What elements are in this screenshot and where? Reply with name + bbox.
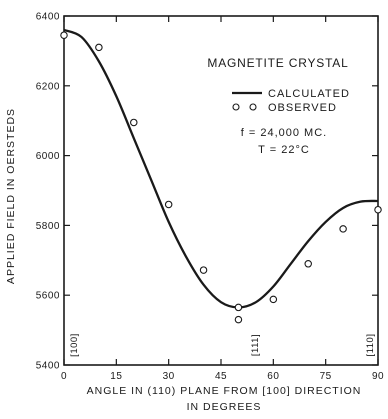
y-tick-label: 5600 [36, 291, 60, 302]
x-tick-label: 30 [163, 371, 175, 382]
y-tick-label: 5400 [36, 361, 60, 372]
x-tick-label: 90 [372, 371, 384, 382]
direction-labels: [100] [111] [110] [69, 333, 376, 357]
temperature-annotation: T = 22°C [258, 144, 310, 156]
observed-point [374, 205, 382, 214]
y-axis-label: APPLIED FIELD IN OERSTEDS [5, 108, 17, 284]
observed-point [234, 315, 243, 324]
y-axis-ticks: 5400 5600 5800 6000 6200 6400 [36, 12, 378, 372]
direction-label: [110] [365, 334, 376, 357]
x-axis-label-line1: ANGLE IN (110) PLANE FROM [100] DIRECTIO… [87, 385, 362, 397]
observed-point [60, 31, 68, 39]
y-tick-label: 6400 [36, 12, 60, 23]
observed-point [130, 118, 138, 127]
direction-label: [100] [69, 333, 80, 357]
x-tick-label: 60 [267, 371, 279, 382]
frequency-annotation: f = 24,000 MC. [241, 127, 327, 139]
observed-point [269, 295, 278, 304]
x-tick-label: 75 [320, 371, 332, 382]
observed-series [60, 31, 382, 324]
x-tick-label: 0 [61, 371, 67, 382]
y-tick-label: 6200 [36, 81, 60, 92]
observed-point [199, 266, 208, 274]
observed-point [95, 43, 103, 52]
observed-point [304, 260, 312, 268]
legend-marker-1 [232, 103, 240, 111]
x-axis-ticks: 0 15 30 45 60 75 90 [61, 16, 384, 382]
x-tick-label: 45 [215, 371, 227, 382]
x-axis-label-line2: IN DEGREES [187, 401, 262, 413]
y-tick-label: 6000 [36, 151, 60, 162]
legend: CALCULATED OBSERVED [232, 88, 350, 114]
legend-observed-label: OBSERVED [268, 102, 337, 114]
observed-point [164, 200, 173, 209]
x-tick-label: 15 [110, 371, 122, 382]
observed-point [339, 225, 347, 233]
direction-label: [111] [250, 334, 261, 356]
legend-marker-2 [249, 103, 257, 111]
legend-calculated-label: CALCULATED [268, 88, 350, 100]
chart-title: MAGNETITE CRYSTAL [207, 56, 348, 70]
calculated-curve [63, 28, 379, 309]
observed-point [234, 303, 243, 312]
y-tick-label: 5800 [36, 221, 60, 232]
calculated-series [63, 28, 379, 309]
